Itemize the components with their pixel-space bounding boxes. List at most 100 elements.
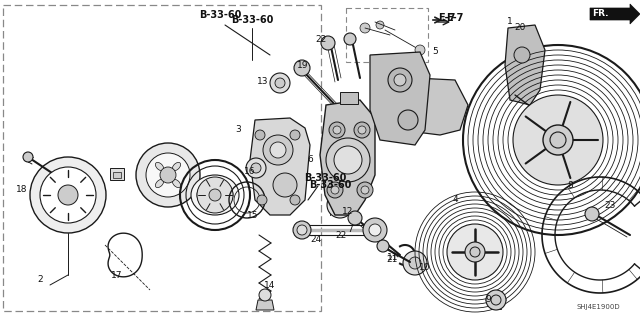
- Bar: [3, 5, 321, 311]
- Circle shape: [327, 182, 343, 198]
- Polygon shape: [256, 300, 274, 310]
- Circle shape: [270, 142, 286, 158]
- Text: 9: 9: [485, 295, 491, 305]
- Bar: [346, 8, 428, 62]
- Circle shape: [363, 218, 387, 242]
- Circle shape: [398, 110, 418, 130]
- Circle shape: [465, 242, 485, 262]
- Circle shape: [30, 157, 106, 233]
- Circle shape: [197, 177, 233, 213]
- Text: SHJ4E1900D: SHJ4E1900D: [576, 304, 620, 310]
- Ellipse shape: [156, 179, 164, 188]
- Circle shape: [361, 186, 369, 194]
- Circle shape: [360, 23, 370, 33]
- Circle shape: [58, 185, 78, 205]
- Circle shape: [388, 68, 412, 92]
- Circle shape: [275, 78, 285, 88]
- Text: FR.: FR.: [592, 10, 608, 19]
- Circle shape: [255, 130, 265, 140]
- Polygon shape: [505, 25, 545, 105]
- Text: 23: 23: [604, 201, 616, 210]
- Circle shape: [394, 74, 406, 86]
- Circle shape: [290, 195, 300, 205]
- Circle shape: [348, 211, 362, 225]
- Circle shape: [403, 251, 427, 275]
- Text: B-33-60: B-33-60: [199, 10, 241, 20]
- Text: 17: 17: [111, 271, 123, 279]
- Circle shape: [293, 221, 311, 239]
- Ellipse shape: [191, 175, 239, 215]
- Bar: [113, 172, 121, 178]
- Circle shape: [358, 126, 366, 134]
- Circle shape: [259, 289, 271, 301]
- Text: 14: 14: [264, 280, 276, 290]
- Circle shape: [326, 138, 370, 182]
- Circle shape: [40, 167, 96, 223]
- Text: 24: 24: [310, 235, 322, 244]
- Text: 18: 18: [16, 186, 28, 195]
- Polygon shape: [590, 4, 640, 24]
- Text: 15: 15: [247, 211, 259, 219]
- Text: 8: 8: [567, 181, 573, 189]
- Circle shape: [543, 125, 573, 155]
- Ellipse shape: [197, 180, 233, 210]
- Circle shape: [263, 135, 293, 165]
- Circle shape: [23, 152, 33, 162]
- Ellipse shape: [172, 162, 180, 171]
- Text: 11: 11: [387, 254, 399, 263]
- Circle shape: [532, 107, 542, 117]
- Text: 16: 16: [244, 167, 256, 176]
- Bar: [340, 92, 358, 104]
- Circle shape: [447, 224, 503, 280]
- Text: 22: 22: [335, 231, 347, 240]
- Circle shape: [257, 195, 267, 205]
- Circle shape: [327, 192, 353, 218]
- Circle shape: [290, 130, 300, 140]
- Text: 12: 12: [342, 207, 354, 217]
- Circle shape: [209, 189, 221, 201]
- Text: 3: 3: [235, 125, 241, 135]
- Circle shape: [334, 146, 362, 174]
- Circle shape: [160, 167, 176, 183]
- Polygon shape: [380, 78, 468, 135]
- Circle shape: [273, 173, 297, 197]
- Text: 7: 7: [347, 226, 353, 234]
- Circle shape: [486, 290, 506, 310]
- Circle shape: [294, 60, 310, 76]
- Circle shape: [251, 163, 261, 173]
- Text: E-7: E-7: [438, 13, 456, 23]
- Text: 13: 13: [257, 78, 269, 86]
- Circle shape: [321, 36, 335, 50]
- Circle shape: [550, 132, 566, 148]
- Circle shape: [136, 143, 200, 207]
- Text: 6: 6: [307, 155, 313, 165]
- Circle shape: [297, 225, 307, 235]
- Circle shape: [513, 95, 603, 185]
- Circle shape: [331, 186, 339, 194]
- Circle shape: [357, 182, 373, 198]
- Text: B-33-60: B-33-60: [309, 180, 351, 190]
- Circle shape: [329, 122, 345, 138]
- Polygon shape: [370, 52, 430, 145]
- Circle shape: [585, 207, 599, 221]
- Text: 21: 21: [387, 256, 397, 264]
- Text: 20: 20: [515, 24, 525, 33]
- Circle shape: [470, 247, 480, 257]
- Circle shape: [369, 224, 381, 236]
- Circle shape: [333, 126, 341, 134]
- Text: E-7: E-7: [446, 13, 464, 23]
- Circle shape: [376, 21, 384, 29]
- Polygon shape: [320, 100, 375, 215]
- Circle shape: [409, 257, 421, 269]
- Circle shape: [246, 158, 266, 178]
- Circle shape: [333, 198, 347, 212]
- Circle shape: [514, 47, 530, 63]
- Text: B-33-60: B-33-60: [231, 15, 273, 25]
- Circle shape: [415, 45, 425, 55]
- Text: 5: 5: [432, 48, 438, 56]
- Circle shape: [146, 153, 190, 197]
- Text: 22: 22: [316, 35, 326, 44]
- Circle shape: [344, 33, 356, 45]
- Bar: [110, 168, 124, 180]
- Polygon shape: [250, 118, 310, 215]
